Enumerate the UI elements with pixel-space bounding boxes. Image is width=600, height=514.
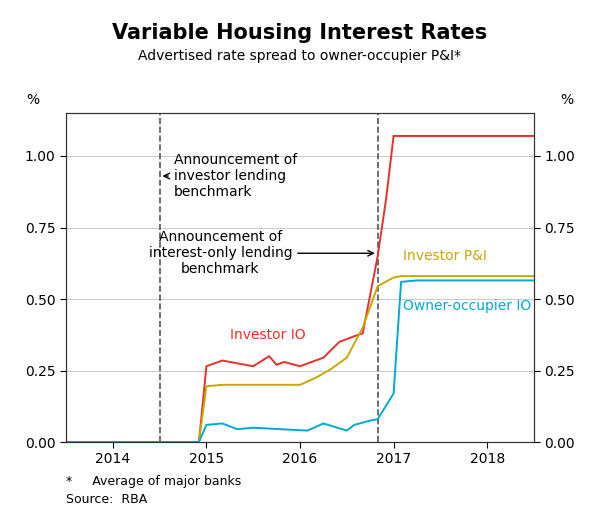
- Text: %: %: [560, 93, 574, 106]
- Text: Owner-occupier IO: Owner-occupier IO: [403, 300, 531, 314]
- Text: Variable Housing Interest Rates: Variable Housing Interest Rates: [112, 23, 488, 43]
- Text: Investor IO: Investor IO: [230, 328, 305, 342]
- Text: Investor P&I: Investor P&I: [403, 249, 487, 263]
- Text: Announcement of
interest-only lending
benchmark: Announcement of interest-only lending be…: [149, 230, 373, 277]
- Text: %: %: [26, 93, 40, 106]
- Text: Announcement of
investor lending
benchmark: Announcement of investor lending benchma…: [164, 153, 297, 199]
- Text: Source:  RBA: Source: RBA: [66, 493, 147, 506]
- Text: Advertised rate spread to owner-occupier P&I*: Advertised rate spread to owner-occupier…: [139, 49, 461, 63]
- Text: *     Average of major banks: * Average of major banks: [66, 475, 241, 488]
